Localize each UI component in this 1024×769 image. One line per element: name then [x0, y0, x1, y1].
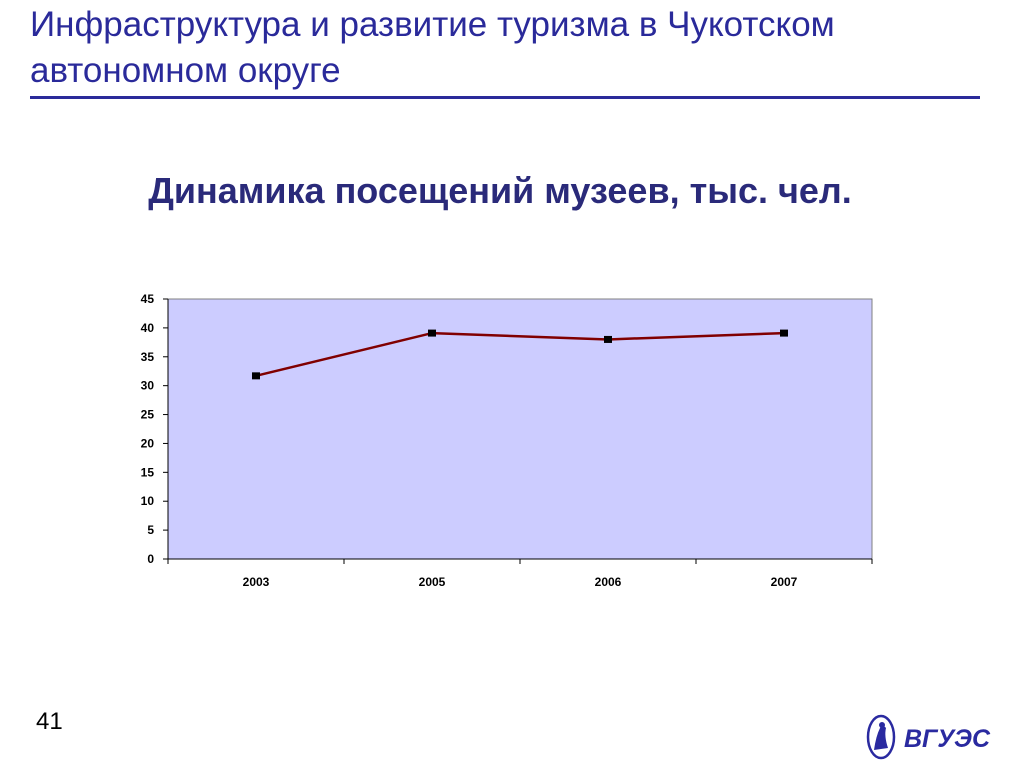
plot-area	[167, 298, 873, 560]
title-divider	[30, 96, 980, 99]
emblem-icon	[866, 714, 896, 760]
data-point-marker	[780, 329, 788, 337]
y-tick-label: 25	[141, 408, 155, 422]
page-number: 41	[36, 708, 63, 735]
data-point-marker	[252, 372, 260, 380]
y-tick-label: 0	[147, 552, 154, 566]
x-tick-label: 2007	[771, 575, 798, 589]
y-tick-label: 35	[141, 350, 155, 364]
slide-title: Инфраструктура и развитие туризма в Чуко…	[30, 5, 835, 90]
y-tick-label: 30	[141, 379, 155, 393]
y-tick-label: 10	[141, 494, 155, 508]
y-tick-label: 5	[147, 523, 154, 537]
x-tick-label: 2003	[243, 575, 270, 589]
y-tick-label: 20	[141, 436, 155, 450]
y-tick-label: 40	[141, 321, 155, 335]
series-line	[255, 331, 785, 378]
y-tick-label: 15	[141, 465, 155, 479]
data-point-marker	[604, 335, 612, 343]
university-logo: ВГУЭС	[864, 714, 994, 769]
logo-text: ВГУЭС	[904, 725, 991, 753]
data-point-marker	[428, 329, 436, 337]
y-tick-label: 45	[141, 292, 155, 306]
x-tick-label: 2005	[419, 575, 446, 589]
x-tick-label: 2006	[595, 575, 622, 589]
chart-title: Динамика посещений музеев, тыс. чел.	[148, 170, 852, 211]
